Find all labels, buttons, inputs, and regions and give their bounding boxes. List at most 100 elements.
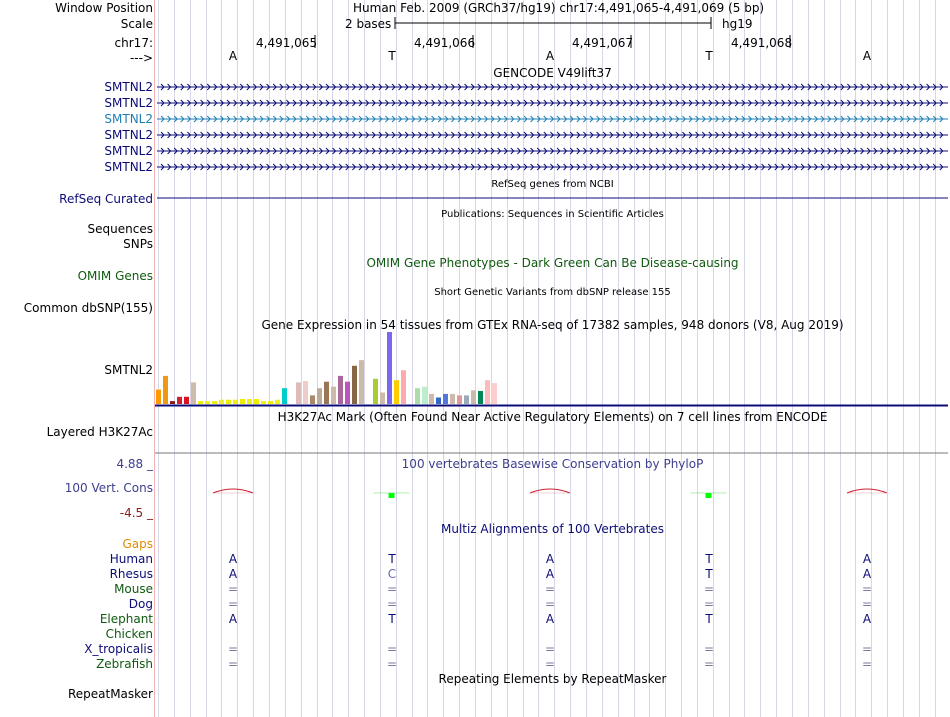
conservation-track-label[interactable]: 100 Vert. Cons	[64, 481, 153, 495]
alignment-base: A	[862, 567, 872, 581]
window-position-value[interactable]: Human Feb. 2009 (GRCh37/hg19) chr17:4,49…	[353, 1, 765, 15]
gtex-tissue-bar	[457, 395, 462, 404]
gtex-tissue-bar	[212, 401, 217, 404]
alignment-base: =	[386, 597, 398, 611]
gtex-tissue-bar	[352, 365, 357, 404]
species-label[interactable]: Chicken	[105, 627, 153, 641]
h3k27ac-track-title: H3K27Ac Mark (Often Found Near Active Re…	[277, 410, 828, 424]
gtex-tissue-bar	[254, 399, 259, 404]
alignment-base: T	[388, 552, 396, 566]
gtex-tissue-bar	[429, 393, 434, 404]
species-label[interactable]: X_tropicalis	[84, 642, 153, 656]
alignment-base: =	[227, 657, 239, 671]
scale-bar-label: 2 bases	[345, 17, 392, 31]
species-label[interactable]: Human	[109, 552, 153, 566]
refseq-track-label[interactable]: RefSeq Curated	[59, 192, 153, 206]
grid-line	[523, 0, 524, 717]
repeatmasker-track-label[interactable]: RepeatMasker	[67, 687, 153, 701]
gtex-tissue-bar	[324, 381, 329, 404]
position-tick-1: 4,491,065	[256, 36, 318, 50]
gtex-tissue-bar	[177, 396, 182, 404]
gtex-tissue-bar	[436, 397, 441, 404]
grid-line	[554, 0, 555, 717]
grid-line	[729, 0, 730, 717]
grid-line	[602, 0, 603, 717]
alignment-base: =	[703, 657, 715, 671]
gtex-tissue-bar	[296, 382, 301, 404]
base-letter: T	[705, 49, 713, 63]
grid-line	[760, 0, 761, 717]
base-letter: T	[388, 49, 396, 63]
grid-line	[919, 0, 920, 717]
alignment-base: =	[227, 642, 239, 656]
species-label[interactable]: Mouse	[114, 582, 153, 596]
grid-line	[380, 0, 381, 717]
species-label[interactable]: Rhesus	[109, 567, 153, 581]
grid-line	[871, 0, 872, 717]
transcript-strand-arrows	[160, 163, 944, 171]
alignment-base: =	[703, 597, 715, 611]
gtex-tissue-bar	[219, 399, 224, 404]
gtex-tissue-bar	[380, 392, 385, 404]
gtex-tissue-bar	[401, 370, 406, 404]
alignment-base: T	[705, 552, 713, 566]
species-label[interactable]: Dog	[128, 597, 153, 611]
phylop-score-negative	[846, 488, 888, 494]
gtex-track-label[interactable]: SMTNL2	[104, 363, 153, 377]
gencode-transcript-label[interactable]: SMTNL2	[104, 80, 153, 94]
gtex-tissue-bar	[310, 395, 315, 404]
gtex-tissue-bar	[373, 378, 378, 404]
omim-track-label[interactable]: OMIM Genes	[77, 269, 153, 283]
position-tick-4: 4,491,068	[731, 36, 793, 50]
alignment-base: A	[228, 552, 238, 566]
position-tick-3: 4,491,067	[572, 36, 634, 50]
alignment-base: =	[703, 582, 715, 596]
alignment-base: A	[228, 567, 238, 581]
grid-line	[269, 0, 270, 717]
gtex-tissue-bar	[282, 388, 287, 404]
gtex-tissue-bar	[338, 375, 343, 404]
gtex-tissue-bar	[443, 393, 448, 404]
h3k27ac-track-label[interactable]: Layered H3K27Ac	[46, 425, 153, 439]
grid-line	[697, 0, 698, 717]
grid-line	[412, 0, 413, 717]
gencode-transcript-label[interactable]: SMTNL2	[104, 160, 153, 174]
snps-track-label[interactable]: SNPs	[123, 237, 153, 251]
gtex-tissue-bar	[394, 380, 399, 404]
transcript-strand-arrows	[160, 131, 944, 139]
publications-track-label[interactable]: Sequences	[87, 222, 153, 236]
gencode-transcript-label[interactable]: SMTNL2	[104, 112, 153, 126]
grid-line	[935, 0, 936, 717]
species-label[interactable]: Elephant	[99, 612, 153, 626]
dbsnp-track-label[interactable]: Common dbSNP(155)	[23, 301, 153, 315]
base-letter: A	[862, 49, 872, 63]
gtex-tissue-bar	[471, 390, 476, 404]
species-label[interactable]: Zebrafish	[96, 657, 153, 671]
grid-line	[776, 0, 777, 717]
gtex-tissue-bar	[247, 399, 252, 404]
grid-line	[459, 0, 460, 717]
gencode-transcript-label[interactable]: SMTNL2	[104, 128, 153, 142]
gencode-track-title: GENCODE V49lift37	[493, 66, 612, 80]
gtex-tissue-bar	[464, 395, 469, 404]
gencode-transcript-label[interactable]: SMTNL2	[104, 96, 153, 110]
scale-assembly: hg19	[722, 17, 753, 31]
alignment-base: =	[227, 582, 239, 596]
grid-line	[364, 0, 365, 717]
grid-line	[538, 0, 539, 717]
grid-line	[301, 0, 302, 717]
transcript-strand-arrows	[160, 83, 944, 91]
alignment-base: =	[544, 657, 556, 671]
gtex-tissue-bar	[233, 399, 238, 404]
grid-line	[427, 0, 428, 717]
gtex-track-title: Gene Expression in 54 tissues from GTEx …	[261, 318, 844, 332]
alignment-base: C	[387, 567, 397, 581]
dbsnp-track-title: Short Genetic Variants from dbSNP releas…	[434, 287, 671, 298]
conservation-max-label: 4.88 _	[116, 457, 153, 471]
gtex-tissue-bar	[359, 360, 364, 404]
gencode-transcript-label[interactable]: SMTNL2	[104, 144, 153, 158]
grid-line	[253, 0, 254, 717]
strand-label: --->	[129, 51, 153, 65]
gtex-tissue-bar	[240, 399, 245, 404]
